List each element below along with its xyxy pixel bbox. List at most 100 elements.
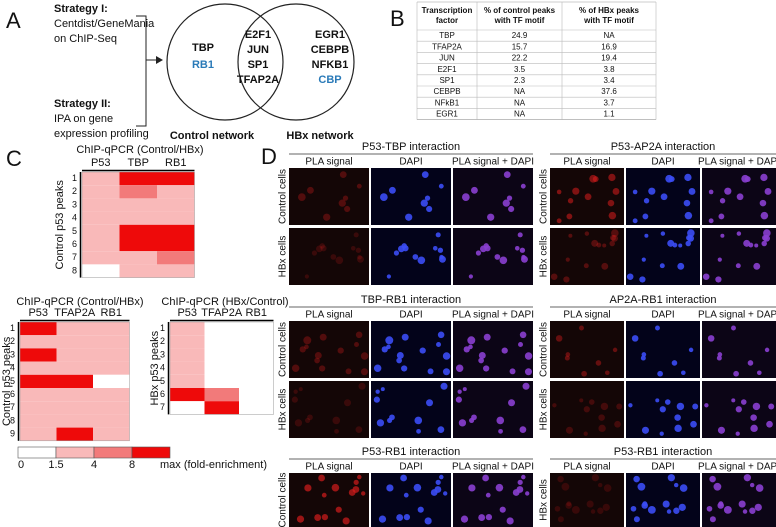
cell-nucleus — [756, 370, 762, 376]
heatmap-cell — [93, 348, 130, 362]
axis-label: Control p53 peaks — [1, 336, 13, 426]
column-label: PLA signal + DAPI — [698, 462, 776, 473]
cell-nucleus — [521, 474, 526, 480]
cell-nucleus — [357, 255, 364, 263]
cell-nucleus — [293, 389, 298, 394]
legend-swatch — [55, 446, 95, 459]
row-label: 6 — [72, 239, 77, 249]
table-cell: CEBPB — [433, 87, 460, 96]
cell-nucleus — [437, 331, 445, 339]
cell-nucleus — [591, 239, 599, 247]
heatmap-title: ChIP-qPCR (HBx/Control) — [161, 296, 288, 308]
block-title: P53-AP2A interaction — [611, 141, 716, 153]
heatmap-cell — [82, 198, 120, 212]
column-label: PLA signal + DAPI — [452, 462, 534, 473]
cell-nucleus — [591, 474, 599, 482]
cell-nucleus — [609, 240, 615, 247]
cell-nucleus — [413, 483, 422, 492]
gene-name: RB1 — [192, 59, 214, 71]
heatmap-cell — [204, 388, 239, 402]
heatmap-frame — [81, 171, 195, 278]
cell-nucleus — [667, 474, 675, 482]
row-label: Control cells — [278, 472, 289, 527]
cell-nucleus — [373, 364, 382, 372]
cell-nucleus — [642, 213, 649, 220]
heatmap-cell — [239, 335, 274, 349]
heatmap-cell — [204, 401, 239, 415]
cell-nucleus — [702, 273, 710, 281]
cell-nucleus — [659, 406, 666, 413]
column-label: PLA signal + DAPI — [698, 310, 776, 321]
cell-nucleus — [522, 382, 530, 390]
cell-nucleus — [583, 263, 589, 269]
cell-nucleus — [305, 417, 311, 424]
row-label: 4 — [10, 363, 15, 373]
cell-nucleus — [478, 357, 484, 364]
cell-nucleus — [319, 365, 326, 372]
cell-nucleus — [376, 419, 385, 427]
cell-nucleus — [557, 475, 564, 483]
table-cell: 3.5 — [514, 65, 526, 74]
cell-nucleus — [427, 368, 434, 375]
cell-nucleus — [567, 198, 574, 204]
heatmap-frame — [169, 321, 274, 415]
cell-nucleus — [321, 513, 329, 521]
cell-nucleus — [335, 506, 342, 513]
cell-nucleus — [357, 474, 362, 480]
heatmap-cell — [56, 414, 93, 428]
heatmap-cell — [82, 185, 120, 199]
cell-nucleus — [565, 257, 570, 262]
heatmap-cell — [82, 172, 120, 186]
cell-nucleus — [683, 199, 691, 207]
table-header: with TF motif — [583, 16, 634, 25]
table-cell: 3.8 — [603, 65, 615, 74]
gene-name: NFKB1 — [312, 59, 349, 71]
heatmap-cell — [239, 322, 274, 336]
cell-nucleus — [639, 276, 646, 283]
legend-label: max (fold-enrichment) — [160, 459, 267, 471]
cell-nucleus — [412, 254, 419, 260]
cell-nucleus — [626, 273, 634, 281]
cell-nucleus — [435, 232, 441, 238]
cell-nucleus — [501, 347, 508, 354]
cell-nucleus — [764, 347, 770, 353]
cell-nucleus — [740, 399, 747, 405]
cell-nucleus — [335, 256, 344, 265]
cell-nucleus — [337, 347, 344, 354]
cell-nucleus — [334, 428, 339, 434]
micrograph — [289, 168, 369, 225]
heatmap-cell — [20, 414, 57, 428]
row-label: 6 — [10, 389, 15, 399]
row-label: HBx cells — [278, 389, 289, 431]
cell-nucleus — [655, 325, 660, 331]
cell-nucleus — [314, 351, 322, 359]
cell-nucleus — [342, 517, 350, 525]
heatmap-title: ChIP-qPCR (Control/HBx) — [76, 144, 203, 156]
column-label: RB1 — [165, 157, 186, 169]
cell-nucleus — [581, 370, 587, 377]
cell-nucleus — [602, 243, 607, 248]
heatmap-cell — [119, 238, 157, 252]
cell-nucleus — [360, 352, 369, 360]
label: IPA on gene — [54, 113, 113, 125]
axis-label: Control p53 peaks — [54, 180, 66, 270]
cell-nucleus — [709, 475, 716, 483]
cell-nucleus — [503, 171, 511, 179]
cell-nucleus — [564, 355, 570, 361]
cell-nucleus — [673, 482, 679, 488]
cell-nucleus — [478, 514, 486, 522]
cell-nucleus — [332, 416, 341, 425]
cell-nucleus — [664, 399, 671, 405]
heatmap-cell — [204, 361, 239, 375]
cell-nucleus — [319, 333, 327, 341]
cell-nucleus — [655, 398, 660, 403]
table-header: % of control peaks — [484, 6, 556, 15]
heatmap-cell — [157, 185, 195, 199]
cell-nucleus — [379, 193, 388, 201]
cell-nucleus — [485, 492, 491, 498]
cell-nucleus — [717, 502, 724, 509]
legend-tick: 0 — [18, 459, 24, 471]
micrograph — [371, 228, 451, 285]
cell-nucleus — [353, 232, 359, 238]
row-label: HBx cells — [539, 236, 550, 278]
